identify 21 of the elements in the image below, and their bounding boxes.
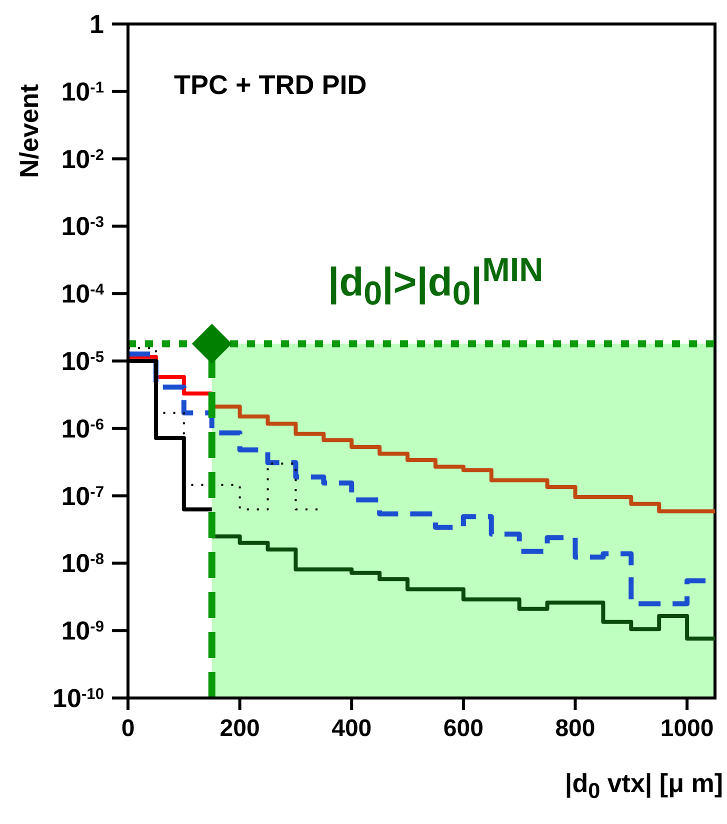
annotation: TPC + TRD PID — [174, 70, 367, 101]
y-tick-label: 10$^{-10}$ — [52, 683, 104, 713]
x-axis-title: |d$_{0}$ vtx| [μ m] — [564, 768, 723, 804]
y-tick-label: 10$^{-6}$ — [61, 413, 104, 444]
y-tick-label: 10$^{-9}$ — [61, 616, 104, 646]
x-tick-label: 1000 — [660, 715, 714, 742]
y-tick-label: 10$^{-5}$ — [61, 346, 104, 376]
y-tick-label: 10$^{-7}$ — [61, 480, 104, 511]
y-tick-label: 10$^{-4}$ — [61, 278, 104, 309]
x-tick-label: 200 — [220, 715, 260, 742]
y-tick-label: 10$^{-3}$ — [61, 211, 104, 242]
y-tick-label: 10$^{-8}$ — [61, 548, 104, 578]
y-tick-label: 1 — [90, 9, 104, 39]
x-tick-label: 600 — [443, 715, 484, 742]
x-tick-label: 0 — [121, 715, 135, 742]
x-tick-label: 800 — [555, 715, 596, 742]
y-axis-title: N/event — [14, 84, 45, 178]
y-tick-label: 10$^{-1}$ — [61, 76, 104, 106]
y-tick-label: 10$^{-2}$ — [61, 144, 104, 174]
x-tick-label: 400 — [332, 715, 372, 742]
annotation: |d$_{0}$|>|d$_{0}$|$^{MIN}$ — [328, 252, 544, 314]
